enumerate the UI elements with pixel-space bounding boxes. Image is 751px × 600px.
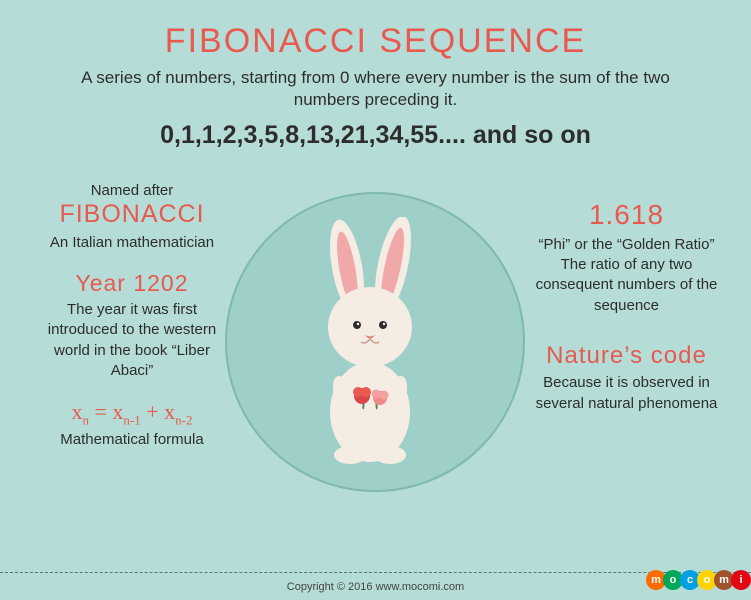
year-block: Year 1202 The year it was first introduc… [32, 271, 232, 381]
copyright-text: Copyright © 2016 www.mocomi.com [287, 581, 464, 593]
formula: xn = xn-1 + xn-2 [32, 399, 232, 428]
named-after-block: Named after FIBONACCI An Italian mathema… [32, 182, 232, 253]
bunny-illustration [285, 217, 465, 467]
logo-bubble: i [731, 570, 751, 590]
nature-desc: Because it is observed in several natura… [534, 373, 719, 414]
left-column: Named after FIBONACCI An Italian mathema… [32, 182, 232, 469]
year-heading: Year 1202 [32, 271, 232, 296]
sequence-numbers: 0,1,1,2,3,5,8,13,21,34,55.... and so on [0, 121, 751, 150]
phi-heading: 1.618 [534, 200, 719, 231]
subtitle: A series of numbers, starting from 0 whe… [81, 67, 671, 111]
formula-block: xn = xn-1 + xn-2 Mathematical formula [32, 399, 232, 451]
nature-heading: Nature’s code [534, 342, 719, 370]
named-after-desc: An Italian mathematician [32, 233, 232, 253]
fibonacci-heading: FIBONACCI [32, 201, 232, 229]
phi-desc: “Phi” or the “Golden Ratio” The ratio of… [534, 235, 719, 316]
center-circle [225, 192, 525, 492]
footer: Copyright © 2016 www.mocomi.com [0, 572, 751, 600]
right-column: 1.618 “Phi” or the “Golden Ratio” The ra… [534, 200, 719, 432]
nature-block: Nature’s code Because it is observed in … [534, 342, 719, 414]
page-title: FIBONACCI SEQUENCE [0, 0, 751, 61]
phi-block: 1.618 “Phi” or the “Golden Ratio” The ra… [534, 200, 719, 316]
logo-bubbles: mocomi [649, 570, 751, 590]
year-desc: The year it was first introduced to the … [32, 300, 232, 381]
mocomi-logo: mocomi .com [649, 564, 733, 596]
formula-label: Mathematical formula [32, 430, 232, 450]
named-after-label: Named after [32, 182, 232, 199]
